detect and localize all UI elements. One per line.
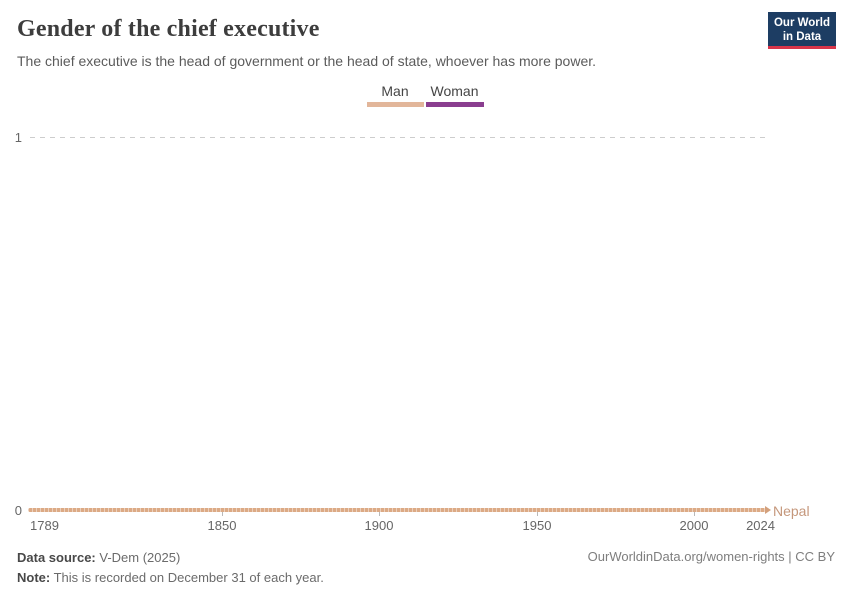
data-source-line: Data source: V-Dem (2025) [17, 548, 324, 568]
x-axis-tick-1850: 1850 [207, 518, 237, 533]
y-axis-tick-0: 0 [14, 503, 22, 518]
legend-item-woman[interactable]: Woman [425, 83, 484, 107]
data-source-value: V-Dem (2025) [95, 550, 181, 565]
x-axis-tickmark-1900 [379, 511, 380, 516]
attribution-link[interactable]: OurWorldinData.org/women-rights | CC BY [587, 549, 835, 564]
x-axis-tickmark-1950 [537, 511, 538, 516]
legend-swatch-man [366, 102, 424, 107]
page-title: Gender of the chief executive [17, 16, 320, 42]
chart-subtitle: The chief executive is the head of gover… [17, 53, 597, 69]
x-axis-tick-1789: 1789 [30, 518, 59, 533]
owid-logo-line1: Our World [773, 17, 830, 29]
note-label: Note: [17, 570, 51, 585]
gridline-y1 [30, 137, 770, 138]
owid-logo[interactable]: Our World in Data [768, 12, 836, 49]
x-axis-tick-1900: 1900 [364, 518, 394, 533]
legend-item-man[interactable]: Man [366, 83, 424, 107]
legend-label-woman: Woman [430, 83, 479, 99]
x-axis-tick-2000: 2000 [679, 518, 709, 533]
y-axis-tick-1: 1 [14, 130, 22, 145]
x-axis-tickmark-2000 [694, 511, 695, 516]
note-value: This is recorded on December 31 of each … [50, 570, 324, 585]
x-axis-tick-2024: 2024 [746, 518, 775, 533]
legend-label-man: Man [381, 83, 409, 99]
x-axis-tickmark-1850 [222, 511, 223, 516]
series-line-nepal[interactable] [28, 508, 766, 512]
series-line-end-marker [765, 506, 771, 514]
x-axis-tick-1950: 1950 [522, 518, 552, 533]
owid-logo-line2: in Data [782, 31, 822, 43]
chart-footer: Data source: V-Dem (2025) Note: This is … [17, 548, 324, 588]
note-line: Note: This is recorded on December 31 of… [17, 568, 324, 588]
legend-swatch-woman [425, 102, 484, 107]
data-source-label: Data source: [17, 550, 96, 565]
chart-legend: Man Woman [0, 83, 850, 107]
entity-label-nepal[interactable]: Nepal [773, 503, 810, 519]
